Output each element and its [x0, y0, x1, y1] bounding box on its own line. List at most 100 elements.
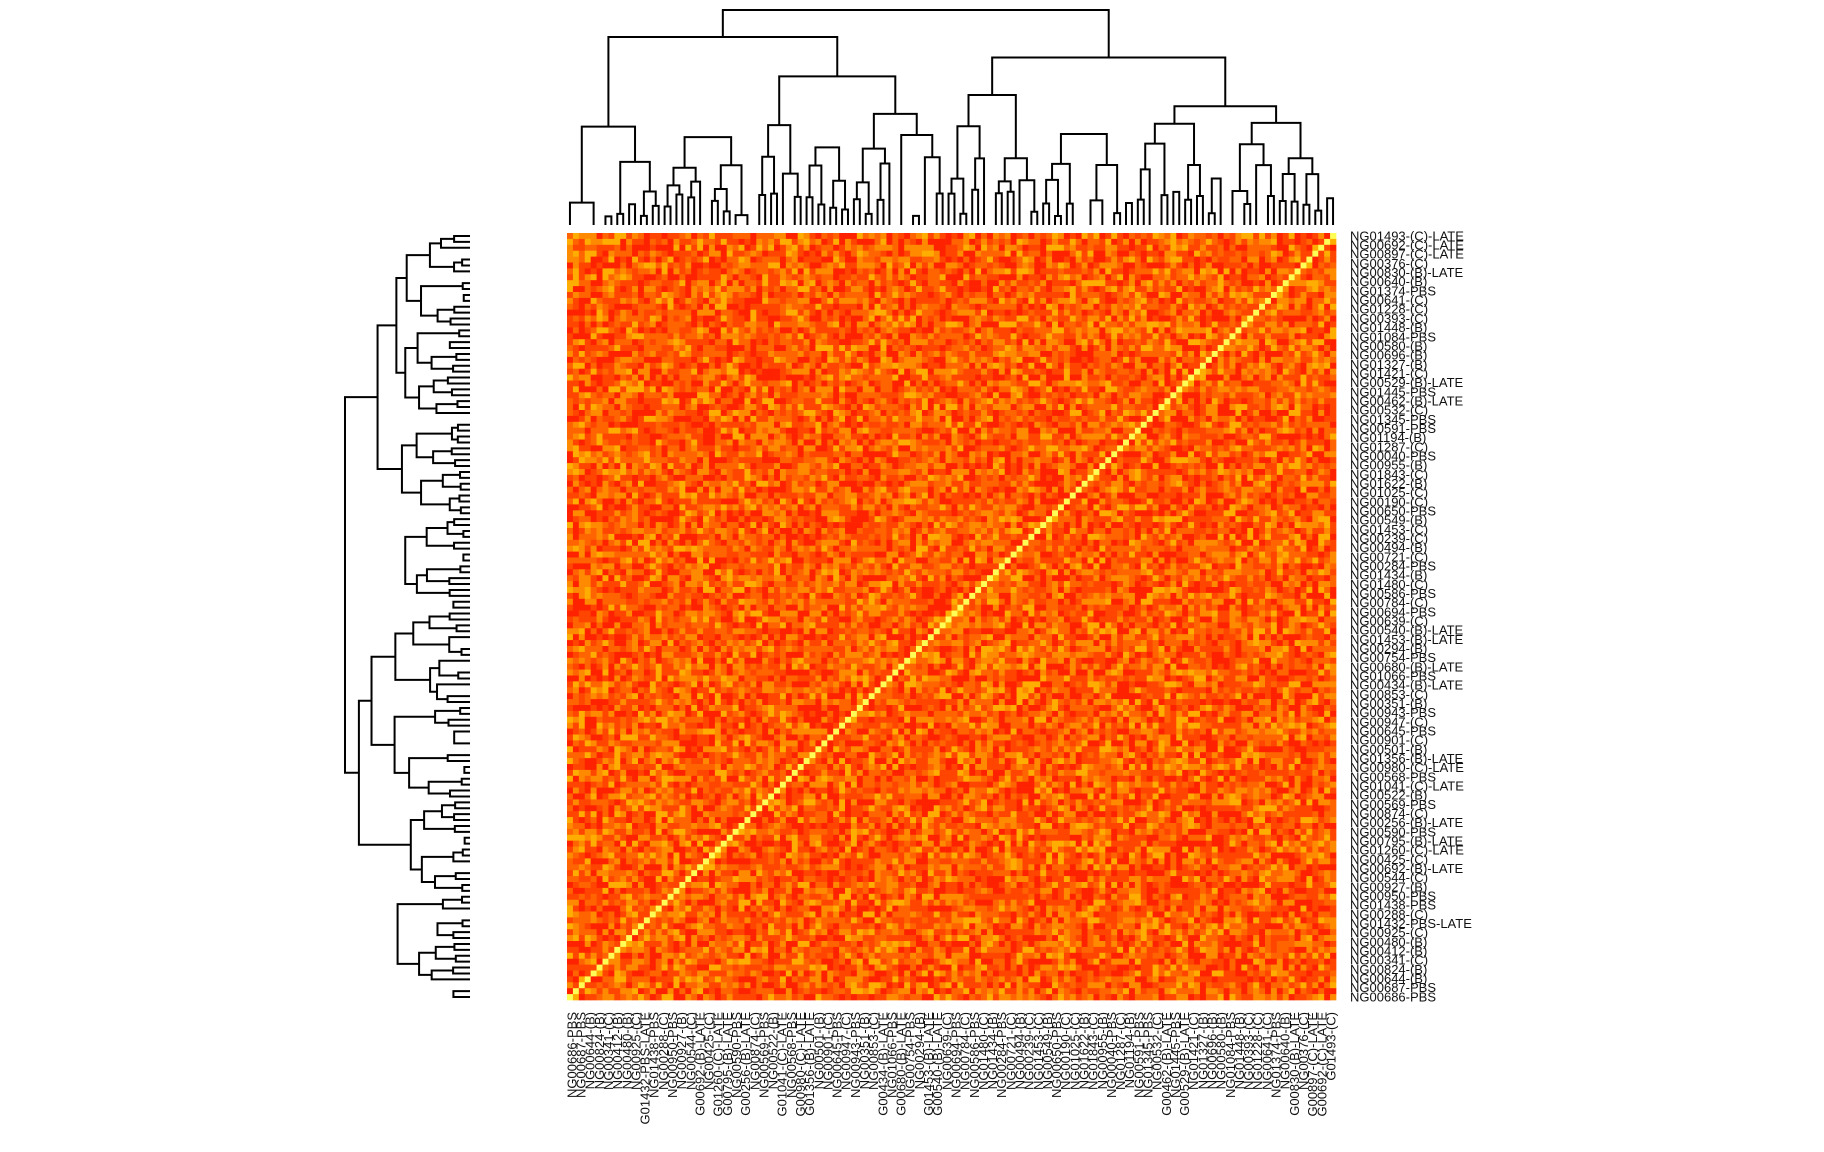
heatmap-cell: [945, 398, 952, 405]
heatmap-cell: [1324, 415, 1331, 423]
heatmap-cell: [880, 415, 887, 423]
heatmap-cell: [608, 362, 615, 370]
heatmap-cell: [1235, 386, 1242, 393]
heatmap-cell: [1170, 286, 1177, 293]
heatmap-cell: [892, 244, 899, 252]
heatmap-cell: [845, 439, 852, 446]
heatmap-cell: [815, 433, 822, 440]
heatmap-cell: [620, 333, 627, 340]
heatmap-cell: [1134, 238, 1142, 246]
heatmap-cell: [703, 280, 710, 287]
heatmap-cell: [738, 439, 745, 446]
heatmap-cell: [963, 427, 970, 434]
heatmap-cell: [578, 244, 586, 252]
heatmap-cell: [821, 286, 828, 293]
heatmap-cell: [833, 256, 840, 263]
heatmap-cell: [998, 233, 1006, 240]
heatmap-cell: [655, 303, 662, 311]
heatmap-cell: [1028, 303, 1035, 311]
heatmap-cell: [892, 404, 899, 411]
heatmap-cell: [567, 339, 574, 346]
heatmap-cell: [744, 333, 751, 340]
heatmap-cell: [626, 286, 633, 293]
heatmap-cell: [1016, 356, 1023, 364]
heatmap-cell: [1217, 250, 1224, 257]
heatmap-cell: [1099, 315, 1106, 322]
heatmap-cell: [608, 297, 615, 305]
heatmap-cell: [868, 250, 875, 257]
heatmap-cell: [898, 303, 905, 311]
heatmap-cell: [608, 392, 615, 399]
heatmap-cell: [874, 333, 881, 340]
heatmap-cell: [714, 321, 722, 328]
heatmap-cell: [637, 292, 645, 299]
heatmap-cell: [1276, 327, 1284, 334]
heatmap-cell: [862, 309, 870, 316]
heatmap-cell: [768, 250, 775, 257]
heatmap-cell: [933, 433, 941, 440]
heatmap-cell: [856, 415, 864, 423]
heatmap-cell: [1229, 280, 1236, 287]
heatmap-cell: [998, 309, 1006, 316]
heatmap-cell: [732, 303, 739, 311]
heatmap-cell: [1034, 292, 1041, 299]
heatmap-cell: [850, 415, 858, 423]
heatmap-cell: [703, 333, 710, 340]
heatmap-cell: [1211, 427, 1219, 434]
heatmap-cell: [1176, 351, 1183, 358]
heatmap-cell: [1075, 421, 1082, 429]
heatmap-cell: [697, 421, 704, 429]
heatmap-cell: [803, 392, 810, 399]
heatmap-cell: [862, 339, 870, 346]
heatmap-cell: [679, 421, 686, 429]
heatmap-cell: [643, 309, 651, 316]
heatmap-cell: [1010, 433, 1017, 440]
heatmap-cell: [697, 404, 704, 411]
heatmap-cell: [833, 262, 840, 269]
heatmap-cell: [703, 274, 710, 281]
heatmap-cell: [904, 292, 911, 299]
heatmap-cell: [1217, 333, 1224, 340]
heatmap-cell: [1081, 315, 1088, 322]
heatmap-cell: [608, 351, 615, 358]
heatmap-cell: [1010, 262, 1017, 269]
heatmap-cell: [1158, 445, 1165, 452]
heatmap-cell: [1253, 339, 1260, 346]
heatmap-cell: [1164, 309, 1171, 316]
heatmap-cell: [791, 274, 799, 281]
heatmap-cell: [1194, 286, 1201, 293]
heatmap-cell: [661, 286, 668, 293]
heatmap-cell: [1235, 233, 1242, 240]
heatmap-cell: [1034, 339, 1041, 346]
heatmap-cell: [1128, 244, 1136, 252]
heatmap-cell: [862, 415, 870, 423]
heatmap-cell: [768, 415, 775, 423]
heatmap-cell: [637, 410, 645, 417]
heatmap-cell: [785, 398, 793, 405]
heatmap-cell: [632, 433, 639, 440]
heatmap-cell: [1152, 297, 1159, 305]
heatmap-cell: [584, 321, 592, 328]
heatmap-cell: [933, 297, 941, 305]
heatmap-cell: [779, 421, 787, 429]
heatmap-cell: [845, 433, 852, 440]
heatmap-cell: [833, 286, 840, 293]
heatmap-cell: [661, 392, 668, 399]
heatmap-cell: [939, 321, 946, 328]
heatmap-cell: [1324, 321, 1331, 328]
heatmap-cell: [1164, 262, 1171, 269]
heatmap-cell: [827, 238, 834, 246]
dendrogram-branch: [417, 575, 450, 593]
heatmap-cell: [590, 410, 597, 417]
heatmap-cell: [1223, 433, 1230, 440]
heatmap-cell: [1117, 286, 1124, 293]
heatmap-cell: [1312, 421, 1319, 429]
heatmap-cell: [951, 445, 958, 452]
heatmap-cell: [1176, 404, 1183, 411]
heatmap-cell: [1146, 268, 1153, 275]
heatmap-cell: [1075, 404, 1082, 411]
heatmap-cell: [998, 321, 1006, 328]
heatmap-cell: [578, 292, 586, 299]
heatmap-cell: [1259, 268, 1266, 275]
heatmap-cell: [1170, 309, 1177, 316]
